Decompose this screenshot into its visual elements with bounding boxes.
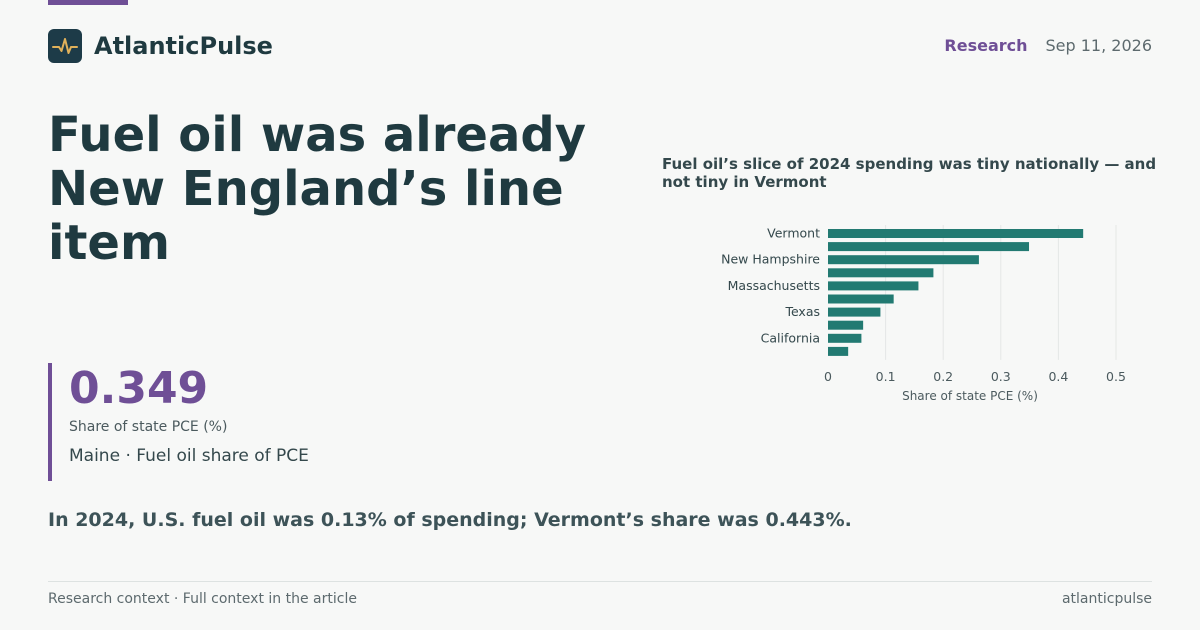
x-tick-label-2: 0.2 — [933, 369, 953, 384]
publish-date: Sep 11, 2026 — [1045, 36, 1153, 55]
key-stat: 0.349 Share of state PCE (%) Maine · Fue… — [48, 363, 309, 481]
category-label-6: Texas — [784, 304, 820, 319]
bar-9 — [828, 346, 849, 356]
pulse-icon — [52, 38, 78, 54]
stat-unit: Share of state PCE (%) — [69, 419, 228, 435]
x-tick-label-4: 0.4 — [1048, 369, 1068, 384]
headline: Fuel oil was already New England’s line … — [48, 107, 587, 271]
x-tick-label-3: 0.3 — [991, 369, 1011, 384]
footer-context: Research context · Full context in the a… — [48, 591, 357, 607]
brand-name[interactable]: AtlanticPulse — [94, 32, 273, 60]
bar-3 — [828, 268, 934, 278]
category-label-2: New Hampshire — [721, 252, 820, 267]
brand-logo[interactable] — [48, 29, 82, 63]
bar-2 — [828, 255, 979, 265]
bar-5 — [828, 294, 894, 304]
footer-site[interactable]: atlanticpulse — [1061, 591, 1152, 607]
bar-8 — [828, 333, 862, 343]
bar-4 — [828, 281, 919, 291]
summary-text: In 2024, U.S. fuel oil was 0.13% of spen… — [48, 509, 852, 531]
category-label-0: Vermont — [767, 226, 820, 241]
bar-0 — [828, 229, 1084, 238]
header-meta: Research Sep 11, 2026 — [944, 36, 1152, 56]
chart-title: Fuel oil’s slice of 2024 spending was ti… — [662, 155, 1157, 191]
category-label-8: California — [761, 330, 820, 345]
bar-chart: Vermont New Hampshire Massachusetts Texas Ca… — [721, 225, 1126, 403]
footer-divider — [48, 581, 1152, 582]
x-tick-label-0: 0 — [824, 369, 832, 384]
top-accent-bar — [48, 0, 128, 5]
bar-6 — [828, 307, 881, 317]
bar-1 — [828, 242, 1030, 252]
section-link[interactable]: Research — [944, 36, 1028, 55]
x-tick-label-5: 0.5 — [1106, 369, 1126, 384]
bar-7 — [828, 320, 864, 330]
stat-label: Maine · Fuel oil share of PCE — [69, 446, 309, 466]
x-tick-label-1: 0.1 — [876, 369, 896, 384]
stat-value: 0.349 — [69, 363, 209, 414]
category-label-4: Massachusetts — [728, 278, 820, 293]
x-axis-label: Share of state PCE (%) — [902, 389, 1038, 403]
